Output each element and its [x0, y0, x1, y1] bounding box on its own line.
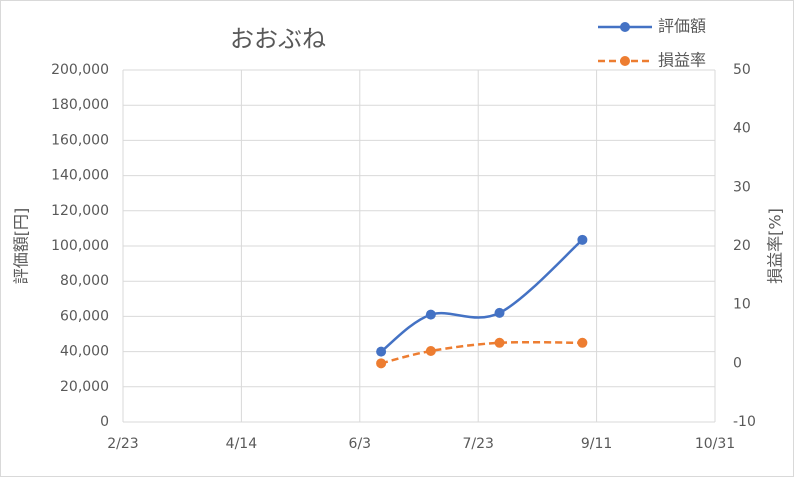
data-point: [494, 307, 505, 318]
y2-tick-label: 0: [733, 355, 742, 371]
x-tick-label: 9/11: [581, 436, 612, 452]
y-axis-label: 評価額[円]: [12, 208, 31, 285]
chart-title: おおぶね: [230, 25, 326, 53]
y2-tick-label: 30: [733, 179, 751, 195]
x-tick-label: 6/3: [349, 436, 372, 452]
y2-tick-label: 10: [733, 297, 751, 313]
legend-marker: [620, 22, 630, 32]
data-point: [425, 309, 436, 320]
y-tick-label: 60,000: [60, 308, 109, 324]
data-point: [577, 234, 588, 245]
data-point: [376, 358, 387, 369]
x-tick-label: 10/31: [695, 436, 735, 452]
y-tick-label: 200,000: [51, 62, 109, 78]
data-point: [425, 346, 436, 357]
x-tick-label: 2/23: [107, 436, 138, 452]
data-point: [376, 346, 387, 357]
y-tick-label: 120,000: [51, 203, 109, 219]
y-tick-label: 80,000: [60, 273, 109, 289]
x-tick-label: 4/14: [226, 436, 258, 452]
y2-axis-label: 損益率[%]: [766, 208, 785, 284]
series-line: [380, 238, 584, 353]
y-tick-label: 100,000: [51, 238, 109, 254]
series-line: [380, 340, 583, 365]
legend-label: 評価額: [658, 17, 706, 36]
legend-marker: [620, 56, 630, 66]
legend-label: 損益率: [658, 51, 706, 70]
y-tick-label: 20,000: [60, 379, 109, 395]
y2-tick-label: 20: [733, 238, 751, 254]
y-tick-label: 160,000: [51, 132, 109, 148]
y-tick-label: 40,000: [60, 344, 109, 360]
y-tick-label: 180,000: [51, 97, 109, 113]
data-point: [494, 337, 505, 348]
y2-tick-label: 40: [733, 121, 751, 137]
y2-tick-label: 50: [733, 62, 751, 78]
x-tick-label: 7/23: [462, 436, 493, 452]
y-tick-label: 0: [100, 414, 109, 430]
data-point: [577, 337, 588, 348]
y-tick-label: 140,000: [51, 168, 109, 184]
y2-tick-label: -10: [733, 414, 756, 430]
